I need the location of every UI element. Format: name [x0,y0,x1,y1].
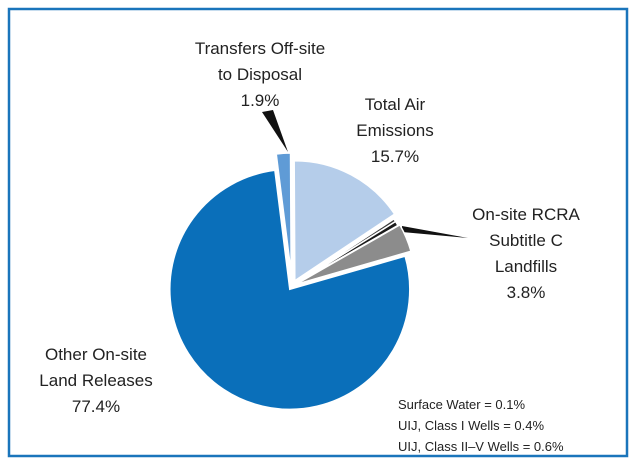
slice-label: Total Air Emissions 15.7% [342,92,448,170]
note: Surface Water = 0.1% [398,397,526,412]
slice-label: On-site RCRA Subtitle C Landfills 3.8% [460,202,592,306]
leader [262,110,288,152]
label-name: On-site RCRA Subtitle C Landfills [472,205,580,276]
label-name: Total Air Emissions [356,95,434,140]
label-name: Transfers Off-site to Disposal [194,39,326,84]
label-value: 77.4% [71,397,121,416]
leader [402,226,468,238]
pie-slice [293,159,396,283]
pie-slice [275,152,292,274]
label-name: Other On-site Land Releases [39,345,153,390]
label-value: 3.8% [506,283,546,302]
label-value: 1.9% [240,91,280,110]
pie-slice [295,223,412,286]
note: UIJ, Class I Wells = 0.4% [398,418,545,433]
note: UIJ, Class II–V Wells = 0.6% [398,439,564,454]
slice-label: Other On-site Land Releases 77.4% [32,342,160,420]
label-value: 15.7% [370,147,420,166]
pie-slice [169,169,411,411]
slice-label: Transfers Off-site to Disposal 1.9% [192,36,328,114]
